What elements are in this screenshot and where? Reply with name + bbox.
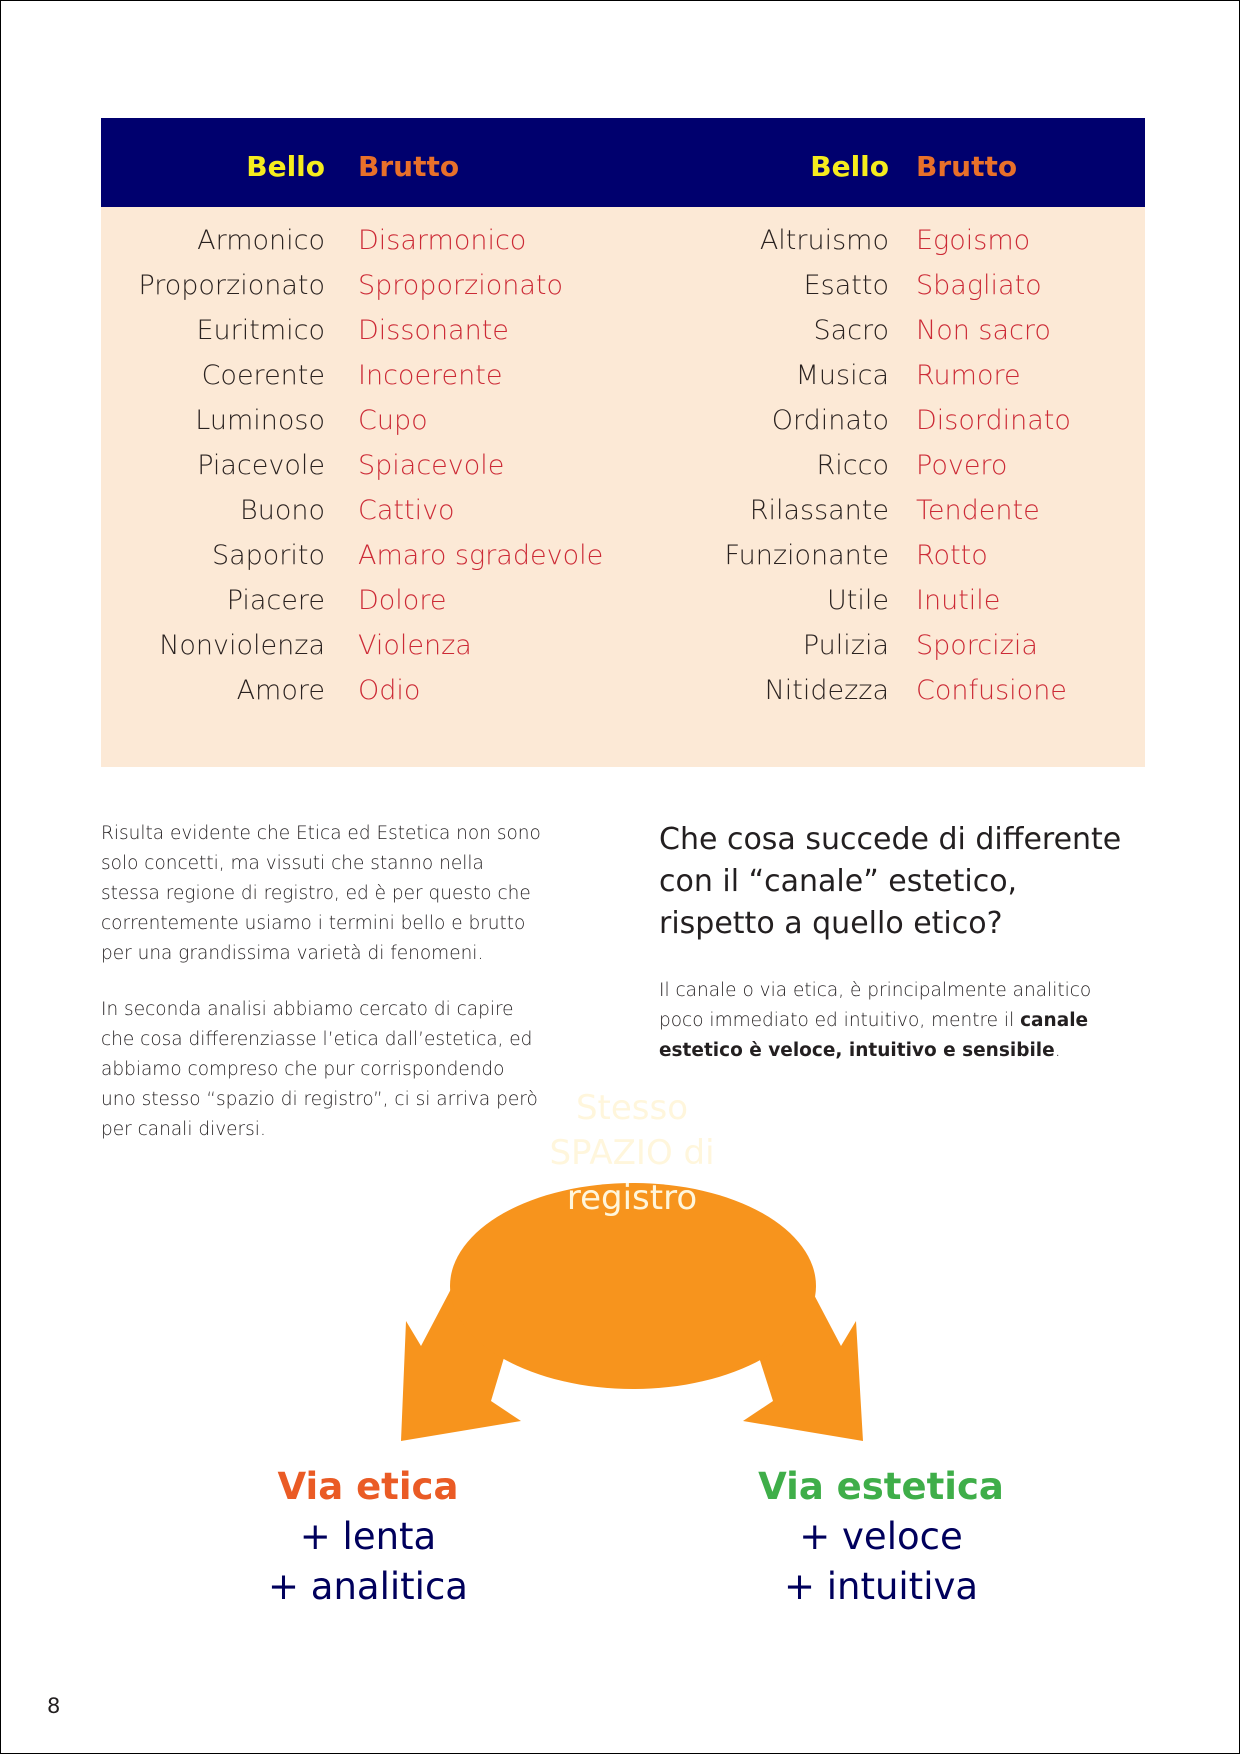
bold-text: canale estetico è veloce, intuitivo e se… [659, 1010, 1089, 1061]
brutto-word: Cupo [358, 405, 428, 436]
brutto-word: Disordinato [916, 405, 1071, 436]
center-ellipse [450, 1183, 816, 1389]
center-label: Stesso SPAZIO di registro [549, 1088, 715, 1218]
brutto-word: Sproporzionato [358, 270, 564, 301]
page-number: 8 [47, 1694, 61, 1718]
brutto-word: Cattivo [358, 495, 455, 526]
bello-word: Saporito [211, 540, 325, 571]
header-bello-right: Bello [810, 150, 889, 183]
brutto-word: Sporcizia [916, 630, 1038, 661]
bello-word: Altruismo [759, 225, 889, 256]
bello-word: Utile [827, 585, 889, 616]
bello-word: Piacevole [197, 450, 325, 481]
via-etica: Via etica + lenta + analitica [268, 1465, 468, 1608]
bello-word: Funzionante [724, 540, 889, 571]
bello-word: Coerente [201, 360, 325, 391]
brutto-word: Odio [358, 675, 421, 706]
bello-word: Nitidezza [764, 675, 889, 706]
brutto-word: Amaro sgradevole [358, 540, 604, 571]
brutto-word: Inutile [916, 585, 1001, 616]
header-brutto-left: Brutto [358, 150, 460, 183]
question-heading: Che cosa succede di differente con il “c… [659, 822, 1122, 941]
table-body [101, 207, 1145, 767]
header-brutto-right: Brutto [916, 150, 1018, 183]
paragraph-1: Risulta evidente che Etica ed Estetica n… [101, 823, 541, 964]
bello-word: Amore [236, 675, 325, 706]
bello-word: Sacro [813, 315, 889, 346]
bello-word: Musica [795, 360, 889, 391]
brutto-word: Violenza [358, 630, 472, 661]
brutto-word: Rumore [916, 360, 1021, 391]
bello-word: Piacere [226, 585, 325, 616]
brutto-word: Non sacro [916, 315, 1051, 346]
bello-word: Buono [240, 495, 325, 526]
brutto-word: Rotto [916, 540, 988, 571]
bello-word: Esatto [803, 270, 889, 301]
bello-word: Rilassante [749, 495, 889, 526]
bello-word: Euritmico [196, 315, 325, 346]
bello-word: Nonviolenza [159, 630, 325, 661]
bello-word: Ricco [816, 450, 889, 481]
paragraph-3: Il canale o via etica, è principalmente … [659, 980, 1092, 1061]
header-bello-left: Bello [246, 150, 325, 183]
bello-word: Luminoso [195, 405, 325, 436]
paragraph-2: In seconda analisi abbiamo cercato di ca… [101, 999, 538, 1140]
brutto-word: Disarmonico [358, 225, 527, 256]
bello-word: Proporzionato [138, 270, 325, 301]
brutto-word: Incoerente [358, 360, 503, 391]
brutto-word: Egoismo [916, 225, 1031, 256]
table-header [101, 118, 1145, 207]
brutto-word: Sbagliato [916, 270, 1042, 301]
brutto-word: Dissonante [358, 315, 509, 346]
bello-word: Armonico [197, 225, 325, 256]
brutto-word: Confusione [916, 675, 1067, 706]
brutto-word: Tendente [916, 495, 1040, 526]
bello-word: Ordinato [771, 405, 889, 436]
brutto-word: Povero [916, 450, 1008, 481]
bello-word: Pulizia [802, 630, 889, 661]
brutto-word: Dolore [358, 585, 447, 616]
brutto-word: Spiacevole [358, 450, 505, 481]
via-estetica: Via estetica + veloce + intuitiva [758, 1465, 1004, 1608]
